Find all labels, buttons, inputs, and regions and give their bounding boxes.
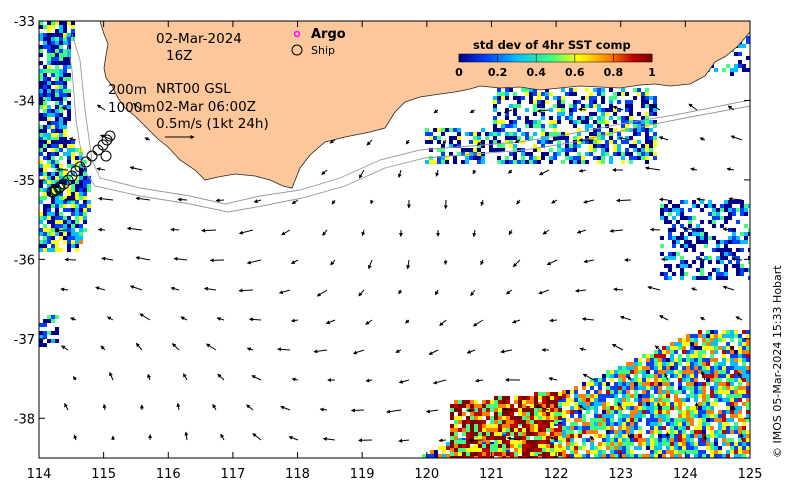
colorbar-tick-label: 0.8 — [604, 66, 624, 79]
australia-landmass — [99, 21, 750, 189]
ship-position-marker — [62, 174, 74, 186]
colorbar-ticks: 0 0.2 0.4 0.6 0.8 1 — [455, 54, 656, 79]
x-axis: 114 115 116 117 118 119 120 121 122 123 124 125 — [27, 21, 763, 482]
map-hour: 16Z — [166, 48, 192, 64]
ship-position-marker — [53, 182, 65, 194]
x-tick-label: 125 — [738, 467, 763, 482]
ship-marker-icon — [291, 44, 303, 56]
y-tick-label: -35 — [14, 174, 35, 189]
info-model-time: 02-Mar 06:00Z — [156, 99, 256, 115]
bathymetry-200m — [71, 33, 750, 205]
info-model-name: NRT00 GSL — [156, 81, 231, 97]
ship-position-marker — [49, 185, 61, 197]
colorbar-title: std dev of 4hr SST comp — [473, 38, 631, 52]
map-date: 02-Mar-2024 — [156, 31, 242, 47]
y-tick-label: -36 — [14, 253, 35, 268]
credit-text: © IMOS 05-Mar-2024 15:33 Hobart — [771, 265, 784, 458]
x-tick-label: 118 — [285, 467, 310, 482]
info-depth-200: 200m — [108, 82, 147, 98]
info-scale-label: 0.5m/s (1kt 24h) — [156, 116, 269, 132]
plot-frame — [38, 20, 751, 459]
x-tick-label: 123 — [608, 467, 633, 482]
argo-marker-icon — [293, 30, 301, 38]
info-depth-1000: 1000m — [108, 100, 156, 116]
x-tick-label: 119 — [350, 467, 375, 482]
colorbar-tick-label: 0 — [455, 66, 463, 79]
ship-position-marker — [50, 184, 62, 196]
ship-position-marker — [70, 165, 82, 177]
y-tick-label: -38 — [14, 412, 35, 427]
x-tick-label: 116 — [156, 467, 181, 482]
x-tick-label: 120 — [414, 467, 439, 482]
ship-position-marker — [100, 150, 112, 162]
y-tick-label: -33 — [14, 15, 35, 30]
y-tick-label: -37 — [14, 333, 35, 348]
x-tick-label: 122 — [544, 467, 569, 482]
argo-legend-label: Argo — [311, 27, 346, 42]
colorbar-tick-label: 1 — [648, 66, 656, 79]
x-tick-label: 115 — [91, 467, 116, 482]
ship-track — [46, 130, 116, 198]
sst-data-layer — [39, 21, 750, 458]
ship-legend-label: Ship — [311, 44, 335, 57]
x-tick-label: 124 — [673, 467, 698, 482]
x-tick-label: 117 — [220, 467, 245, 482]
colorbar-tick-label: 0.2 — [488, 66, 508, 79]
ship-position-marker — [104, 130, 116, 142]
colorbar-tick-label: 0.4 — [526, 66, 546, 79]
y-tick-label: -34 — [14, 94, 35, 109]
ship-position-marker — [80, 156, 92, 168]
x-tick-label: 121 — [479, 467, 504, 482]
colorbar — [458, 53, 653, 63]
x-tick-label: 114 — [27, 467, 52, 482]
ship-position-marker — [101, 134, 113, 146]
current-vectors — [54, 103, 744, 443]
ship-position-marker — [86, 150, 98, 162]
colorbar-tick-label: 0.6 — [565, 66, 585, 79]
y-axis: -33 -34 -35 -36 -37 -38 — [14, 15, 750, 427]
